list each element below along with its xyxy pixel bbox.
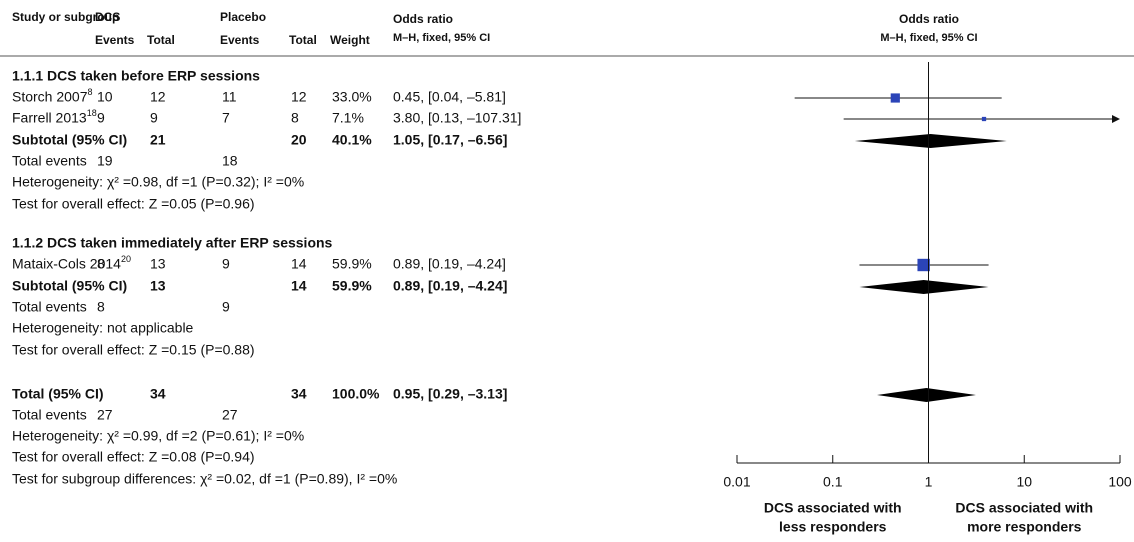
header: Study or subgroup [12,10,119,24]
cell: 7.1% [332,110,364,126]
cell: 33.0% [332,89,372,105]
cell: Subtotal (95% CI) [12,132,127,148]
study-ref: 18 [87,108,97,118]
cell: 19 [97,153,113,169]
header: Total [289,33,317,47]
header: Events [220,33,260,47]
study-square [890,93,900,103]
study-square [917,258,930,272]
cell: 21 [150,132,166,148]
cell: Total events [12,407,87,423]
cell: 40.1% [332,132,372,148]
cell: 8 [291,110,299,126]
cell: Total (95% CI) [12,386,104,402]
cell: 7 [222,110,230,126]
cell: 11 [222,89,237,105]
header: Events [95,33,135,47]
cell: 8 [97,256,105,272]
study-name: Storch 20078 [12,87,93,104]
pooled-diamond [877,388,976,402]
cell: 0.89, [0.19, –4.24] [393,278,507,294]
cell: Heterogeneity: χ² =0.99, df =2 (P=0.61);… [12,428,304,444]
cell: 12 [150,89,166,105]
cell: 18 [222,153,238,169]
cell: Test for overall effect: Z =0.15 (P=0.88… [12,342,255,358]
header: M–H, fixed, 95% CI [880,32,977,44]
favors-right: more responders [967,519,1082,535]
study-ref: 8 [88,87,93,97]
cell: Heterogeneity: not applicable [12,320,194,336]
cell: 100.0% [332,386,380,402]
cell: 9 [97,110,105,126]
cell: Total events [12,153,87,169]
cell: 14 [291,256,307,272]
cell: 1.1.1 DCS taken before ERP sessions [12,68,260,84]
header: Total [147,33,175,47]
cell: 1.05, [0.17, –6.56] [393,132,507,148]
header: M–H, fixed, 95% CI [393,32,490,44]
cell: 8 [97,299,105,315]
cell: 27 [97,407,113,423]
x-tick-label: 1 [925,474,933,490]
favors-left: less responders [779,519,887,535]
cell: 27 [222,407,238,423]
cell: 0.95, [0.29, –3.13] [393,386,507,402]
study-ref: 20 [121,254,131,264]
study-square [981,116,987,122]
cell: 14 [291,278,307,294]
cell: 9 [222,299,230,315]
cell: 13 [150,256,166,272]
cell: 10 [97,89,113,105]
header: Placebo [220,10,266,24]
pooled-diamond [859,280,989,294]
cell: 59.9% [332,278,372,294]
cell: 20 [291,132,307,148]
header: Odds ratio [899,12,959,26]
x-tick-label: 0.01 [723,474,750,490]
favors-left: DCS associated with [764,500,902,516]
x-tick-label: 10 [1016,474,1032,490]
cell: 9 [150,110,158,126]
study-name: Farrell 201318 [12,108,97,125]
cell: 0.45, [0.04, –5.81] [393,89,506,105]
header: Odds ratio [393,12,453,26]
favors-right: DCS associated with [955,500,1093,516]
header: DCS [95,10,120,24]
cell: 0.89, [0.19, –4.24] [393,256,506,272]
header: Weight [330,33,370,47]
cell: 34 [150,386,166,402]
cell: Heterogeneity: χ² =0.98, df =1 (P=0.32);… [12,174,304,190]
cell: 9 [222,256,230,272]
cell: 13 [150,278,166,294]
ci-arrow [1112,115,1120,123]
cell: Test for subgroup differences: χ² =0.02,… [12,471,397,487]
cell: Subtotal (95% CI) [12,278,127,294]
cell: Test for overall effect: Z =0.05 (P=0.96… [12,196,255,212]
cell: Total events [12,299,87,315]
cell: 59.9% [332,256,372,272]
cell: Test for overall effect: Z =0.08 (P=0.94… [12,449,255,465]
cell: 1.1.2 DCS taken immediately after ERP se… [12,235,333,251]
cell: 12 [291,89,307,105]
cell: 3.80, [0.13, –107.31] [393,110,521,126]
study-name: Mataix-Cols 201420 [12,254,131,271]
x-tick-label: 0.1 [823,474,843,490]
cell: 34 [291,386,307,402]
pooled-diamond [854,134,1007,148]
x-tick-label: 100 [1108,474,1132,490]
